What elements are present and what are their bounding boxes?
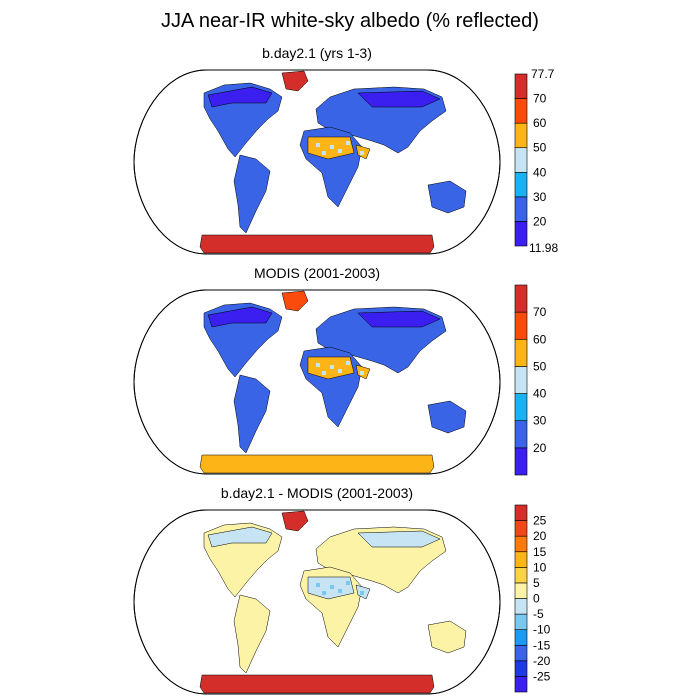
colorbar-tick-label: 20 [533,214,547,228]
desert-cell [322,371,326,375]
colorbar-cell [514,171,528,198]
desert-cell [338,149,342,153]
south-america-region [233,374,271,454]
colorbar-tick-label: 25 [533,514,547,528]
colorbar-cell [514,147,528,173]
greenland-region [281,510,309,532]
north-canada-region [207,306,273,328]
map-modis [133,289,501,475]
colorbar-cell [514,551,528,568]
desert-cell [330,585,334,589]
desert-cell [360,151,364,155]
colorbar-tick-label: 20 [533,441,547,455]
colorbar-min-label: 11.98 [529,241,558,255]
colorbar-cell [514,98,528,124]
desert-cell [330,145,334,149]
colorbar-tick-label: 40 [533,165,547,179]
colorbar-tick-label: 70 [533,92,547,106]
colorbar-cell [514,598,528,615]
colorbar-tick-label: 70 [533,305,547,319]
colorbar-tick-label: 0 [533,592,540,606]
north-canada-region [207,526,273,548]
south-america-region [233,594,271,674]
south-america-region [233,154,271,234]
antarctica-region [199,454,435,474]
desert-cell [316,143,320,147]
colorbar-cell [514,613,528,630]
colorbar-cell [514,311,528,340]
colorbar-tick-label: 50 [533,141,547,155]
colorbar-tick-label: -15 [533,638,551,652]
greenland-region [281,70,309,92]
colorbar-cell [514,676,528,693]
colorbar-cell [514,196,528,222]
colorbar-cell [514,660,528,677]
map-model [133,69,501,255]
desert-cell [330,365,334,369]
colorbar-cell [514,582,528,599]
desert-cell [316,363,320,367]
colorbar-tick-label: -5 [533,607,544,621]
colorbar-cell [514,122,528,149]
desert-cell [346,361,350,365]
antarctica-region [199,234,435,254]
colorbar-cell [514,567,528,584]
colorbar-cell [514,393,528,422]
colorbar-tick-label: 60 [533,116,547,130]
colorbar-tick-label: 30 [533,414,547,428]
desert-cell [322,151,326,155]
colorbar-modis: 70 60 50 40 30 20 [514,284,547,476]
panel-subtitle-modis: MODIS (2001-2003) [253,265,381,281]
colorbar-cell [514,73,528,99]
desert-cell [346,581,350,585]
north-siberia-region [357,90,441,108]
colorbar-cell [514,338,528,367]
colorbar-cell [514,420,528,449]
panel-subtitle-difference: b.day2.1 - MODIS (2001-2003) [220,485,414,501]
desert-cell [322,591,326,595]
colorbar-cell [514,221,528,247]
colorbar-tick-label: -10 [533,623,551,637]
australia-region [427,400,467,434]
north-siberia-region [357,530,441,548]
colorbar-cell [514,629,528,646]
map-difference [133,509,501,695]
colorbar-tick-label: -25 [533,669,551,683]
antarctica-region [199,674,435,694]
panel-subtitle-model: b.day2.1 (yrs 1-3) [262,45,372,61]
colorbar-tick-label: 5 [533,576,540,590]
colorbar-cell [514,535,528,553]
greenland-region [281,290,309,312]
colorbar-cell [514,447,528,476]
colorbar-cell [514,284,528,313]
colorbar-model: 70 60 50 40 30 20 77.7 11.98 [514,67,558,255]
desert-cell [360,591,364,595]
colorbar-tick-label: 20 [533,529,547,543]
colorbar-tick-label: -20 [533,654,551,668]
colorbar-tick-label: 50 [533,359,547,373]
north-siberia-region [357,310,441,328]
australia-region [427,620,467,654]
desert-cell [338,589,342,593]
colorbar-tick-label: 40 [533,387,547,401]
desert-cell [338,369,342,373]
colorbar-tick-label: 10 [533,560,547,574]
desert-cell [346,141,350,145]
desert-cell [316,583,320,587]
colorbar-tick-label: 15 [533,545,547,559]
colorbar-cell [514,504,528,521]
colorbar-cell [514,644,528,662]
colorbar-cell [514,366,528,394]
colorbar-cell [514,520,528,537]
colorbar-max-label: 77.7 [531,67,555,81]
desert-cell [360,371,364,375]
colorbar-tick-label: 60 [533,332,547,346]
north-canada-region [207,86,273,108]
australia-region [427,180,467,214]
colorbar-tick-label: 30 [533,190,547,204]
figure-title: JJA near-IR white-sky albedo (% reflecte… [161,10,539,32]
